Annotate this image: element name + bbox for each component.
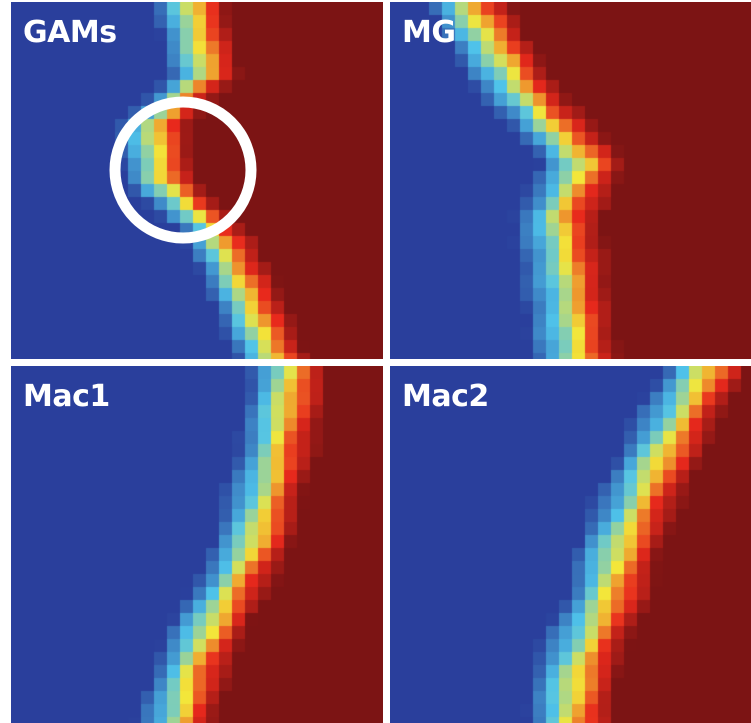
panel-title-mac1: Mac1	[23, 379, 110, 414]
heatmap-canvas-mac1	[11, 366, 383, 723]
heatmap-panel-mac1: Mac1	[11, 366, 383, 723]
heatmap-canvas-mg	[390, 2, 751, 359]
panel-title-mac2: Mac2	[402, 379, 489, 414]
panel-title-gams: GAMs	[23, 15, 117, 50]
heatmap-panel-mac2: Mac2	[390, 366, 751, 723]
heatmap-canvas-gams	[11, 2, 383, 359]
heatmap-panel-gams: GAMs	[11, 2, 383, 359]
heatmap-panel-mg: MG	[390, 2, 751, 359]
panel-title-mg: MG	[402, 15, 456, 50]
heatmap-canvas-mac2	[390, 366, 751, 723]
